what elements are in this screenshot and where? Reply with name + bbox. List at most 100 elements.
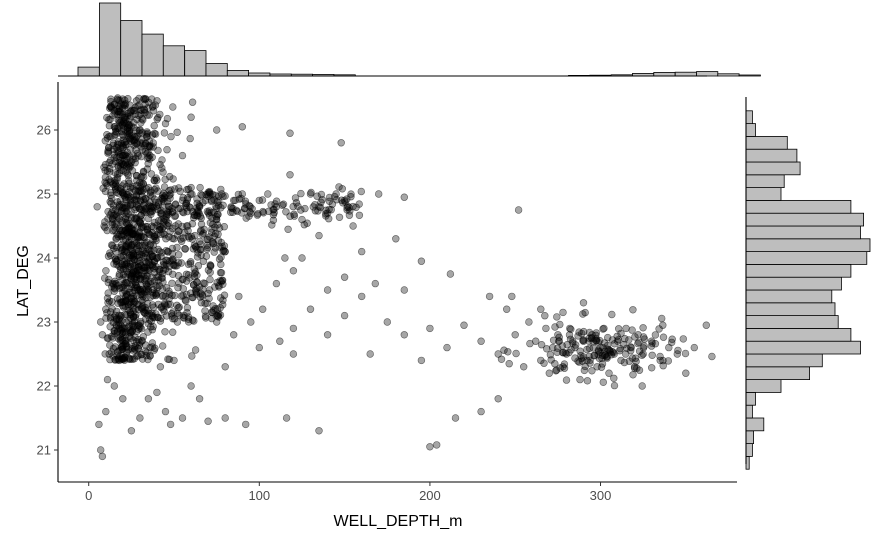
- scatter-point: [107, 132, 115, 140]
- scatter-point: [135, 257, 144, 265]
- y-axis-label: LAT_DEG: [15, 245, 32, 317]
- scatter-point: [177, 235, 185, 243]
- scatter-point: [217, 204, 225, 212]
- scatter-point: [215, 282, 223, 290]
- scatter-point: [209, 240, 217, 248]
- scatter-point: [269, 216, 278, 225]
- scatter-point: [132, 172, 141, 180]
- scatter-point: [503, 305, 511, 313]
- scatter-point: [159, 195, 167, 204]
- scatter-point: [188, 293, 196, 302]
- y-hist-bar: [745, 263, 852, 278]
- y-hist-bar: [745, 340, 861, 355]
- scatter-point: [485, 292, 494, 301]
- scatter-point: [160, 129, 169, 137]
- scatter-point: [143, 300, 152, 308]
- scatter-point: [143, 154, 152, 163]
- scatter-point: [143, 111, 151, 119]
- scatter-point: [137, 317, 145, 326]
- scatter-point: [169, 103, 177, 111]
- scatter-point: [161, 265, 170, 273]
- scatter-point: [622, 324, 630, 333]
- scatter-point: [104, 215, 112, 223]
- scatter-point: [230, 331, 238, 339]
- scatter-point: [161, 407, 170, 416]
- scatter-point: [229, 208, 237, 217]
- scatter-point: [155, 217, 163, 225]
- scatter-point: [163, 197, 172, 206]
- scatter-point: [149, 291, 157, 300]
- scatter-point: [168, 224, 177, 233]
- scatter-point: [477, 337, 485, 345]
- scatter-point: [115, 270, 124, 278]
- scatter-point: [149, 139, 158, 147]
- scatter-point: [137, 215, 145, 224]
- x-hist-bar: [738, 74, 761, 77]
- x-hist-bar: [77, 66, 100, 77]
- scatter-point: [178, 414, 187, 422]
- scatter-point: [141, 276, 149, 284]
- scatter-point: [639, 324, 647, 332]
- scatter-point: [126, 162, 135, 171]
- scatter-point: [158, 164, 166, 172]
- scatter-point: [149, 241, 158, 249]
- scatter-point: [276, 337, 284, 345]
- scatter-point: [284, 225, 292, 234]
- scatter-point: [103, 113, 111, 122]
- scatter-point: [311, 207, 320, 215]
- y-hist-bar: [745, 225, 861, 240]
- scatter-point: [104, 278, 113, 287]
- scatter-point: [255, 343, 263, 352]
- scatter-point: [119, 395, 127, 403]
- scatter-point: [579, 327, 588, 336]
- scatter-point: [307, 188, 315, 197]
- scatter-point: [197, 299, 206, 307]
- scatter-point: [150, 303, 158, 311]
- scatter-point: [144, 282, 152, 291]
- scatter-point: [525, 318, 533, 326]
- scatter-point: [206, 275, 214, 284]
- x-hist-bar: [226, 70, 250, 77]
- scatter-point: [125, 179, 133, 188]
- scatter-point: [104, 252, 113, 260]
- scatter-point: [559, 348, 567, 357]
- scatter-point: [163, 114, 172, 123]
- scatter-point: [112, 307, 121, 316]
- y-hist-bar: [745, 379, 782, 393]
- scatter-point: [152, 291, 160, 300]
- scatter-point: [140, 95, 148, 104]
- scatter-point: [214, 192, 223, 201]
- scatter-point: [156, 247, 164, 256]
- scatter-point: [340, 273, 349, 281]
- scatter-point: [187, 258, 195, 266]
- scatter-point: [169, 308, 177, 316]
- x-hist-bar: [184, 50, 207, 77]
- scatter-point: [196, 245, 205, 254]
- scatter-point: [124, 191, 132, 199]
- scatter-point: [113, 140, 122, 148]
- scatter-point: [158, 225, 166, 233]
- scatter-point: [103, 167, 112, 175]
- scatter-point: [210, 232, 219, 241]
- scatter-point: [114, 107, 123, 116]
- scatter-point: [188, 190, 196, 198]
- y-hist-bar: [745, 443, 753, 457]
- scatter-point: [235, 292, 243, 301]
- scatter-point: [136, 414, 144, 422]
- scatter-point: [460, 321, 468, 329]
- scatter-point: [150, 257, 159, 265]
- scatter-point: [103, 226, 111, 235]
- scatter-point: [197, 226, 205, 234]
- scatter-point: [116, 197, 125, 205]
- scatter-point: [149, 143, 158, 151]
- scatter-point: [217, 238, 226, 247]
- scatter-point: [173, 243, 181, 252]
- scatter-point: [163, 146, 171, 154]
- scatter-point: [140, 208, 148, 217]
- scatter-point: [264, 190, 272, 198]
- scatter-point: [156, 160, 164, 169]
- scatter-point: [122, 310, 131, 319]
- scatter-point: [553, 313, 561, 321]
- scatter-point: [164, 355, 172, 363]
